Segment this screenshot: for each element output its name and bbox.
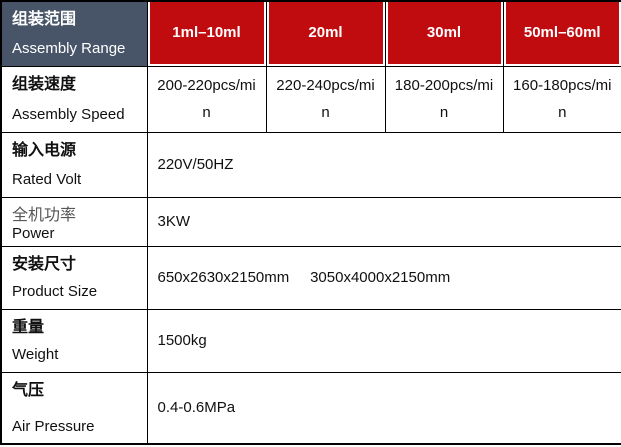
row-rated-volt: 输入电源 Rated Volt 220V/50HZ: [0, 131, 621, 198]
value-speed-20ml: 220-240pcs/min: [265, 65, 386, 133]
row-label-wrap: 组装速度 Assembly Speed: [2, 67, 146, 131]
row-label-en: Air Pressure: [12, 417, 95, 435]
header-col-label: 50ml–60ml: [505, 2, 619, 64]
row-label-wrap: 重量 Weight: [2, 310, 146, 371]
row-label-cn: 重量: [12, 318, 45, 336]
header-label-cell-assembly-range: 组装范围 Assembly Range: [0, 0, 148, 67]
header-row: 组装范围 Assembly Range 1ml–10ml 20ml 30ml 5…: [0, 0, 621, 67]
value-air-pressure: 0.4-0.6MPa: [146, 371, 621, 445]
row-label-wrap: 全机功率 Power: [2, 198, 146, 245]
row-label-wrap: 输入电源 Rated Volt: [2, 133, 146, 196]
row-label-cn: 安装尺寸: [12, 255, 77, 273]
row-label-cn: 全机功率: [12, 206, 77, 224]
row-label-product-size: 安装尺寸 Product Size: [0, 245, 148, 310]
row-label-en: Rated Volt: [12, 171, 82, 189]
value-product-size: 650x2630x2150mm 3050x4000x2150mm: [146, 245, 621, 310]
row-product-size: 安装尺寸 Product Size 650x2630x2150mm 3050x4…: [0, 245, 621, 310]
header-label-wrap: 组装范围 Assembly Range: [2, 2, 146, 65]
header-col-label: 1ml–10ml: [149, 2, 264, 64]
header-col-30ml: 30ml: [384, 0, 504, 67]
row-label-rated-volt: 输入电源 Rated Volt: [0, 131, 148, 198]
header-col-20ml: 20ml: [265, 0, 386, 67]
header-label-en: Assembly Range: [12, 40, 126, 58]
row-air-pressure: 气压 Air Pressure 0.4-0.6MPa: [0, 371, 621, 445]
row-label-cn: 气压: [12, 381, 45, 399]
row-power: 全机功率 Power 3KW: [0, 196, 621, 247]
row-label-wrap: 气压 Air Pressure: [2, 373, 146, 443]
row-label-en: Assembly Speed: [12, 106, 125, 124]
value-speed-50ml-60ml: 160-180pcs/min: [502, 65, 621, 133]
header-col-label: 30ml: [387, 2, 501, 64]
row-label-weight: 重量 Weight: [0, 308, 148, 373]
row-label-en: Power: [12, 224, 55, 242]
value-weight: 1500kg: [146, 308, 621, 373]
row-weight: 重量 Weight 1500kg: [0, 308, 621, 373]
header-col-label: 20ml: [268, 2, 383, 64]
value-power: 3KW: [146, 196, 621, 247]
row-label-power: 全机功率 Power: [0, 196, 148, 247]
row-label-en: Product Size: [12, 283, 98, 301]
row-label-assembly-speed: 组装速度 Assembly Speed: [0, 65, 148, 133]
value-speed-30ml: 180-200pcs/min: [384, 65, 504, 133]
row-assembly-speed: 组装速度 Assembly Speed 200-220pcs/min 220-2…: [0, 65, 621, 133]
value-speed-1ml-10ml: 200-220pcs/min: [146, 65, 267, 133]
row-label-en: Weight: [12, 346, 59, 364]
header-label-cn: 组装范围: [12, 11, 77, 28]
value-rated-volt: 220V/50HZ: [146, 131, 621, 198]
header-col-1ml-10ml: 1ml–10ml: [146, 0, 267, 67]
row-label-wrap: 安装尺寸 Product Size: [2, 247, 146, 308]
header-col-50ml-60ml: 50ml–60ml: [502, 0, 621, 67]
row-label-cn: 组装速度: [12, 75, 77, 93]
row-label-air-pressure: 气压 Air Pressure: [0, 371, 148, 445]
row-label-cn: 输入电源: [12, 141, 77, 159]
